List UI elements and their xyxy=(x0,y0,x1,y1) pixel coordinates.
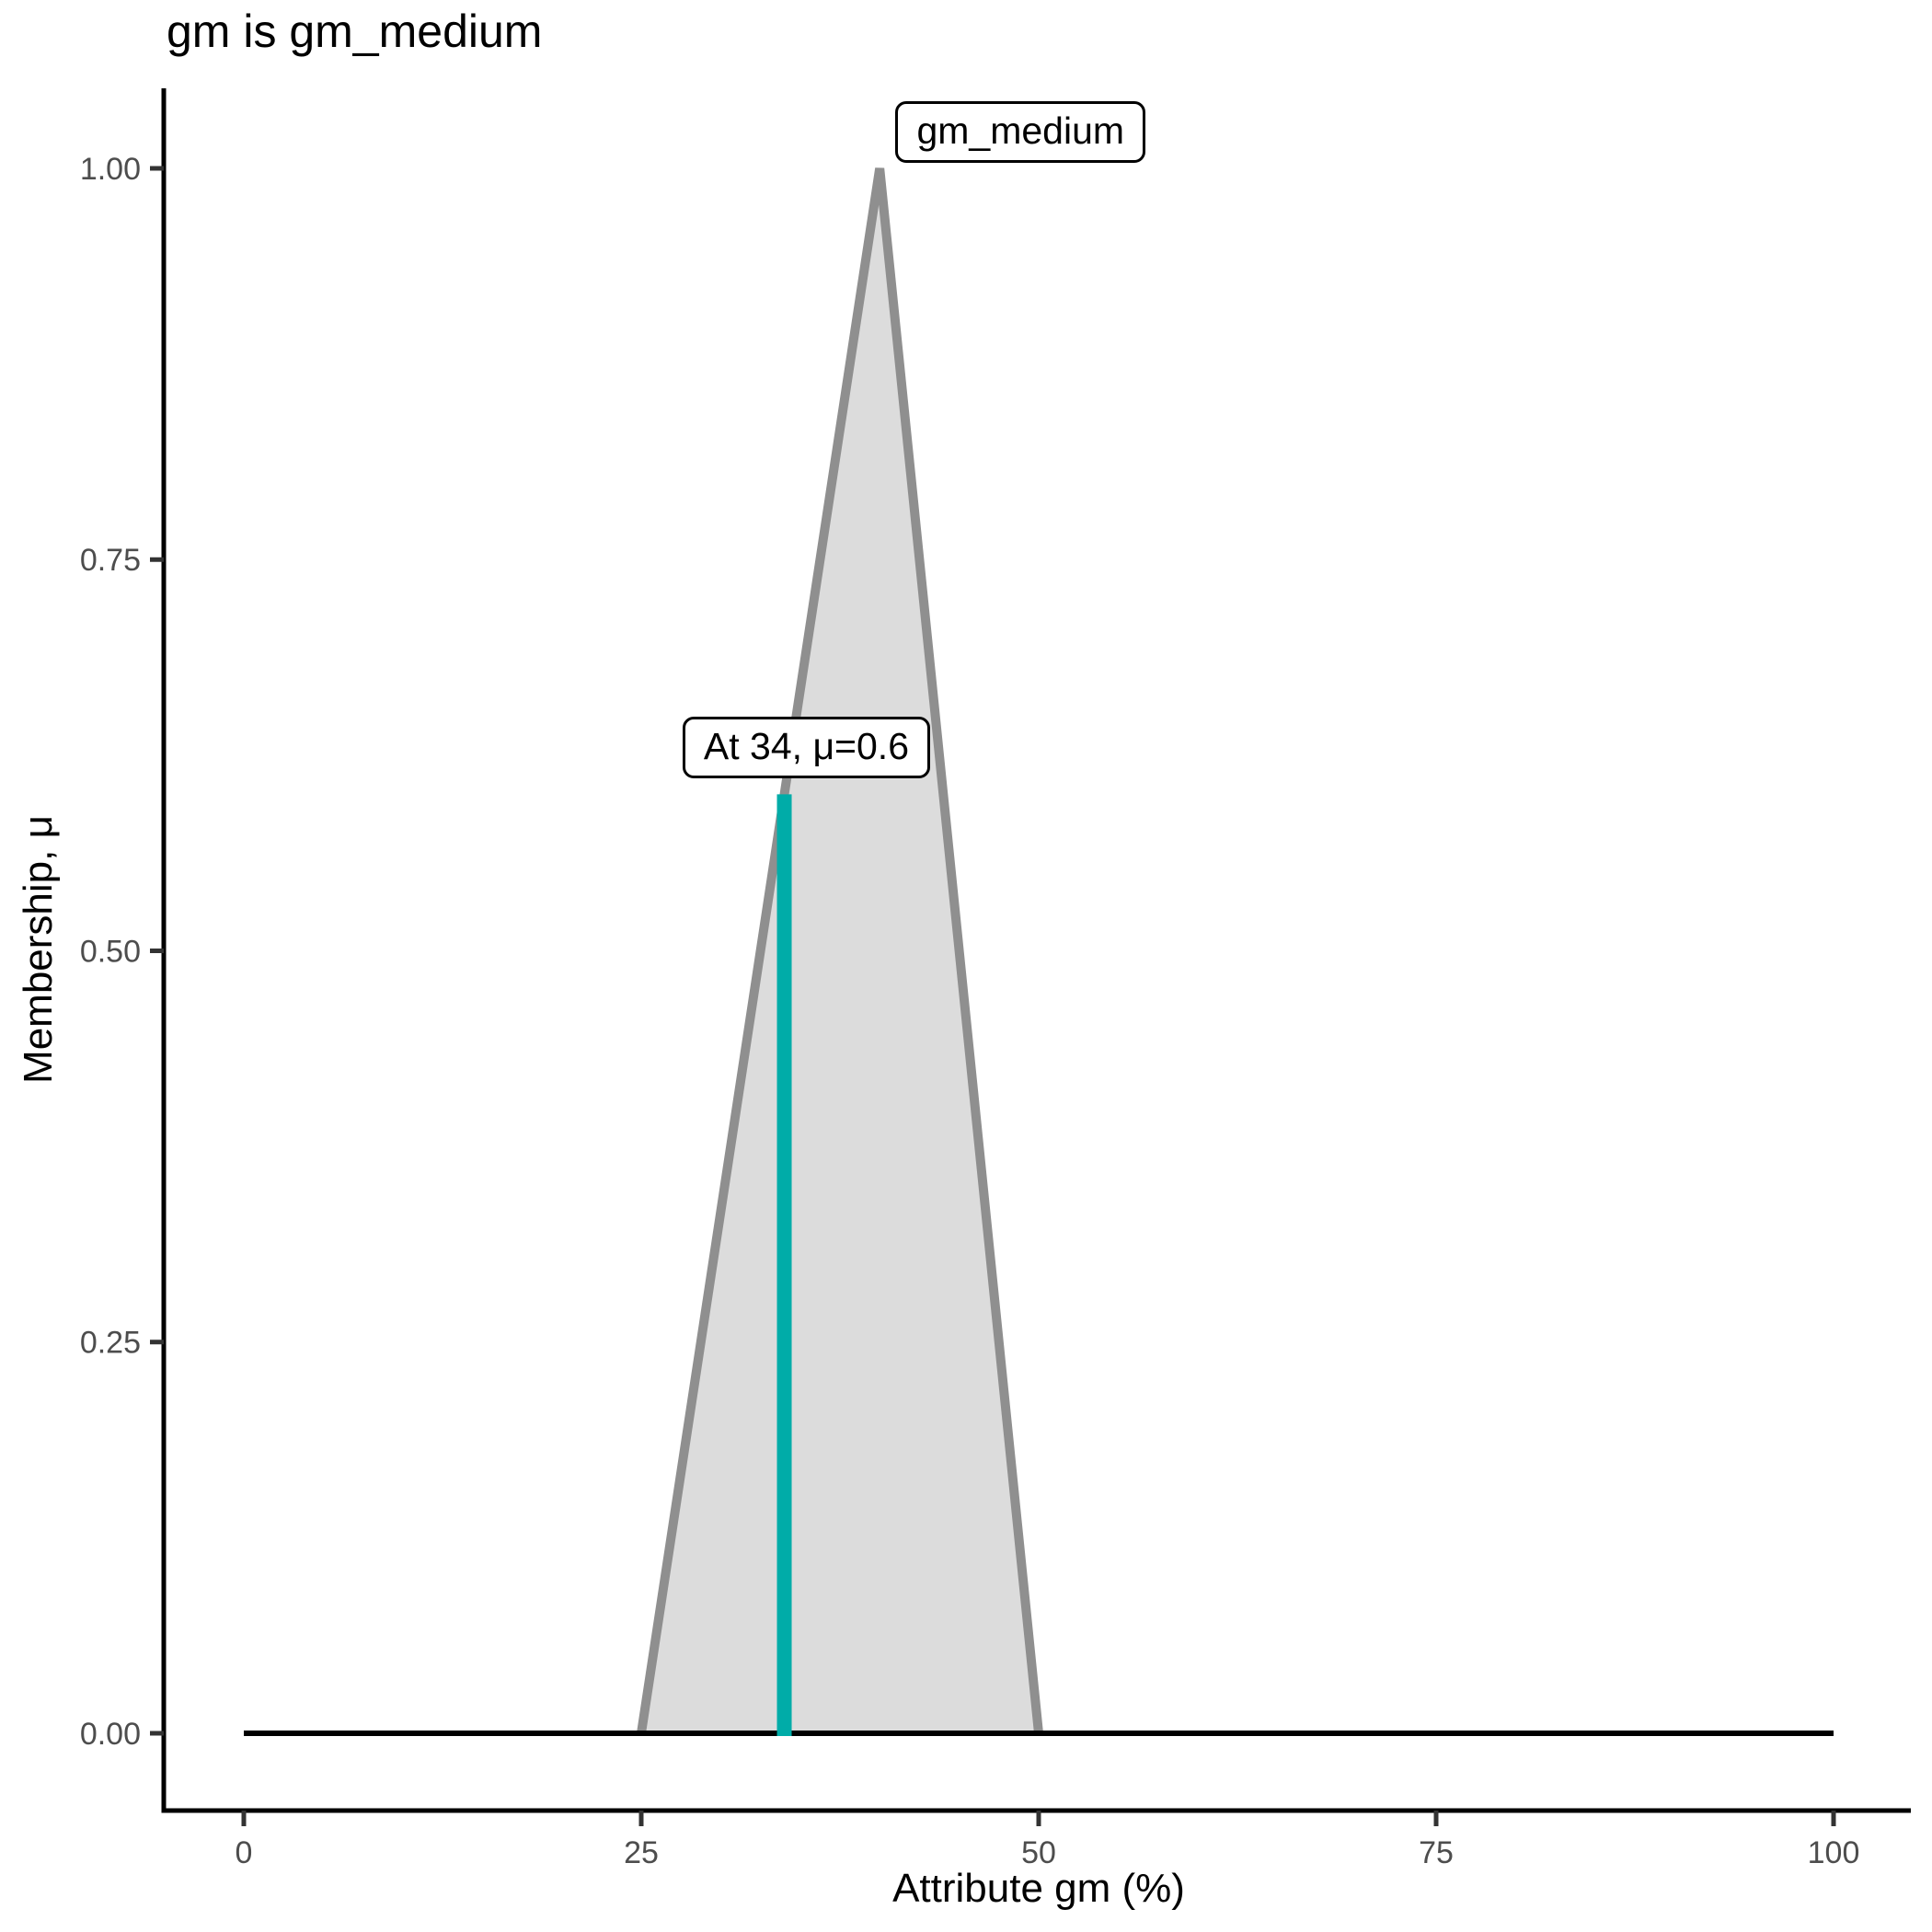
y-tick-label: 0.50 xyxy=(80,934,141,969)
y-tick-label: 0.25 xyxy=(80,1326,141,1361)
y-tick-label: 0.00 xyxy=(80,1717,141,1752)
x-axis-title: Attribute gm (%) xyxy=(892,1866,1185,1911)
chart-title: gm is gm_medium xyxy=(167,6,543,57)
x-tick-label: 100 xyxy=(1808,1835,1860,1870)
x-tick-label: 0 xyxy=(236,1835,253,1870)
y-tick-label: 1.00 xyxy=(80,152,141,187)
x-tick-label: 50 xyxy=(1021,1835,1056,1870)
membership-function-fill xyxy=(641,168,1039,1733)
crisp-value-label: At 34, μ=0.6 xyxy=(682,716,930,778)
y-axis-title: Membership, μ xyxy=(16,815,61,1084)
x-tick-label: 75 xyxy=(1419,1835,1454,1870)
membership-function-outline xyxy=(637,167,1043,1734)
x-tick-label: 25 xyxy=(624,1835,659,1870)
membership-set-label: gm_medium xyxy=(895,101,1146,164)
y-tick-label: 0.75 xyxy=(80,543,141,578)
